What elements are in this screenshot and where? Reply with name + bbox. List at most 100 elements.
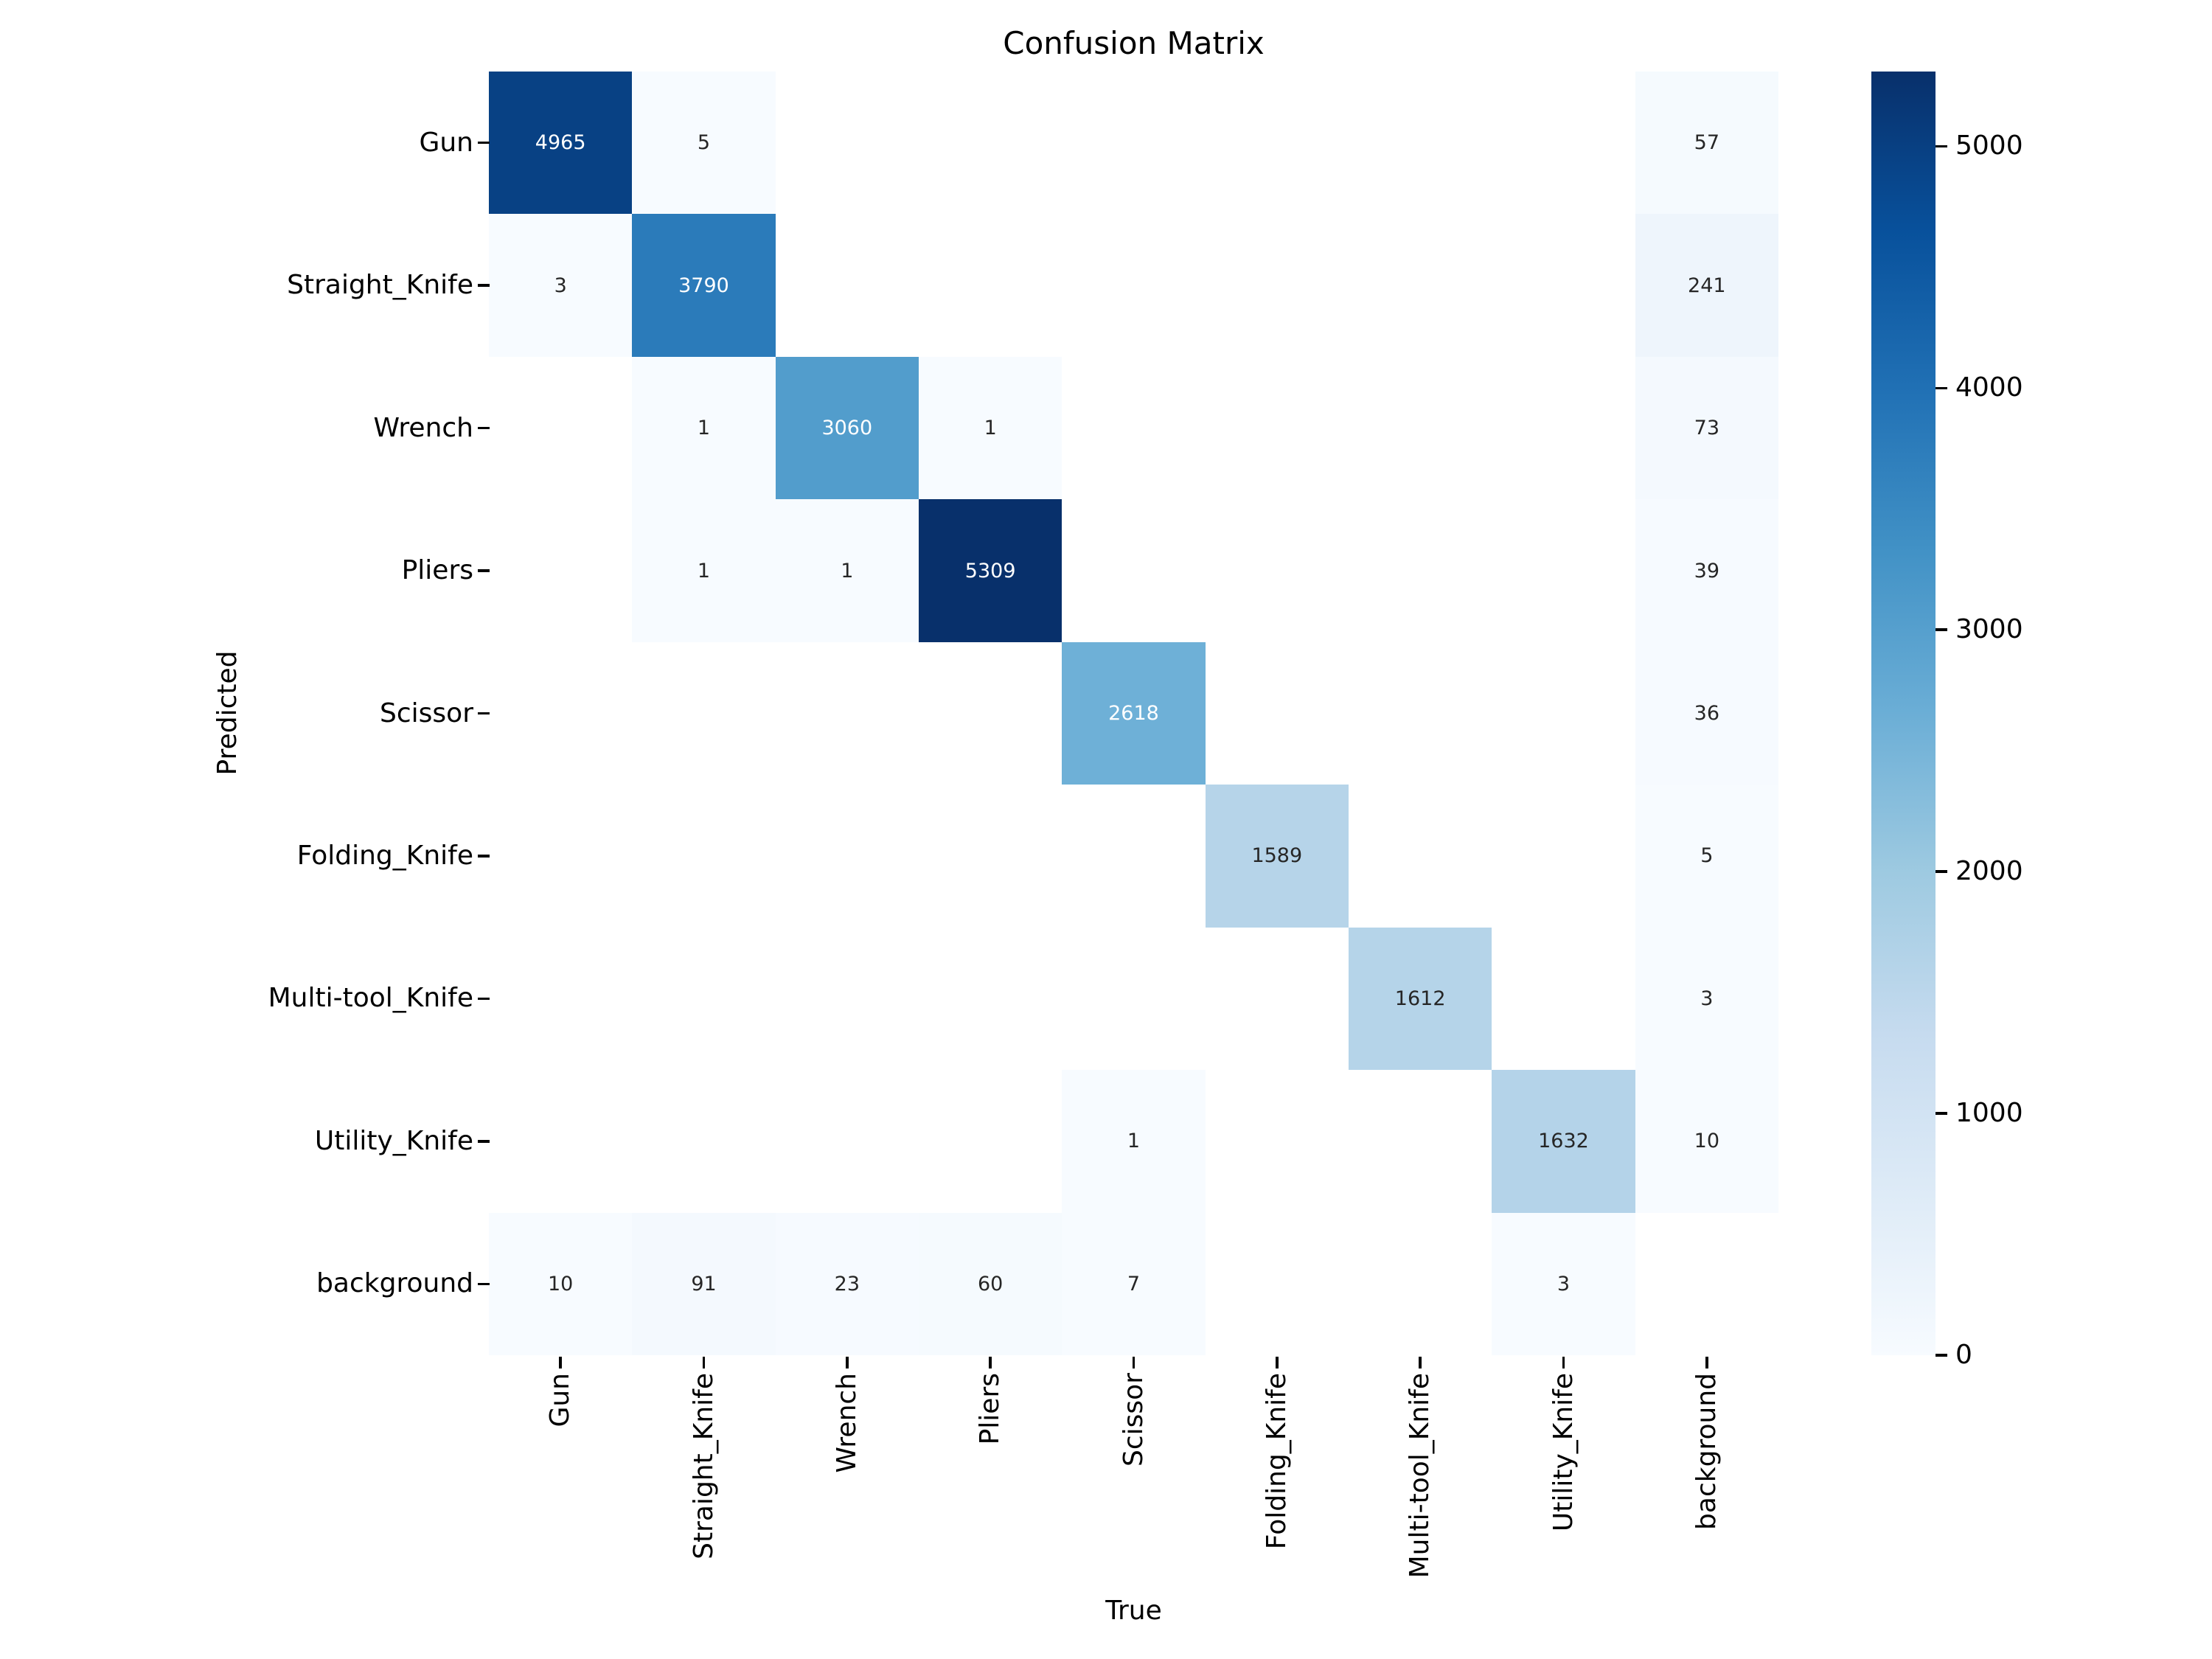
x-tick-label: Utility_Knife — [1548, 1373, 1709, 1531]
matrix-cell — [775, 927, 919, 1071]
heatmap-grid: 4965 5 57 3 3790 241 1 3060 1 73 1 1 5309 39 2618 36 158… — [489, 72, 1778, 1355]
colorbar-tick-mark — [1935, 628, 1947, 631]
colorbar-tick-mark — [1935, 386, 1947, 389]
cell-value: 1 — [697, 559, 711, 582]
matrix-cell: 10 — [1635, 1070, 1778, 1213]
cell-value: 5309 — [964, 559, 1016, 582]
matrix-cell — [918, 72, 1062, 215]
matrix-cell — [1062, 356, 1206, 500]
matrix-cell — [918, 1070, 1062, 1213]
cell-value: 1 — [697, 417, 711, 440]
cell-value: 1 — [1127, 1130, 1141, 1153]
matrix-cell — [1492, 785, 1635, 928]
matrix-cell: 91 — [632, 1212, 776, 1355]
cell-value: 10 — [1694, 1130, 1719, 1153]
cell-value: 5 — [1700, 844, 1714, 868]
matrix-cell — [1348, 72, 1492, 215]
y-tick-label: Pliers — [401, 555, 473, 586]
matrix-cell — [1062, 785, 1206, 928]
y-tick-mark — [478, 569, 490, 572]
x-tick-label-text: Pliers — [975, 1373, 1006, 1445]
matrix-cell — [1348, 641, 1492, 785]
matrix-cell: 3 — [1492, 1212, 1635, 1355]
x-tick-mark — [1705, 1357, 1708, 1368]
cell-value: 3060 — [821, 417, 873, 440]
matrix-cell — [775, 1070, 919, 1213]
y-tick-mark — [478, 284, 490, 287]
matrix-cell — [1205, 641, 1349, 785]
colorbar-tick-label: 2000 — [1955, 856, 2023, 887]
cell-value: 2618 — [1108, 701, 1159, 725]
matrix-cell — [918, 785, 1062, 928]
x-tick-mark — [1562, 1357, 1565, 1368]
y-tick-label: Wrench — [373, 412, 473, 443]
matrix-cell — [1205, 1070, 1349, 1213]
cell-value: 39 — [1694, 559, 1719, 582]
colorbar-tick-label: 1000 — [1955, 1098, 2023, 1129]
matrix-cell — [1348, 1212, 1492, 1355]
x-tick-mark — [1276, 1357, 1279, 1368]
cell-value: 36 — [1694, 701, 1719, 725]
chart-title: Confusion Matrix — [1003, 25, 1265, 61]
y-tick-mark — [478, 855, 490, 858]
x-tick-label-text: Straight_Knife — [688, 1373, 719, 1559]
cell-value: 3 — [554, 274, 567, 297]
y-tick-mark — [478, 1282, 490, 1286]
colorbar-tick-mark — [1935, 870, 1947, 873]
matrix-cell — [775, 72, 919, 215]
matrix-cell: 73 — [1635, 356, 1778, 500]
colorbar-tick-label: 0 — [1955, 1340, 1972, 1370]
matrix-cell — [1205, 499, 1349, 642]
x-tick-label: Pliers — [975, 1373, 1048, 1444]
matrix-cell — [918, 641, 1062, 785]
cell-value: 57 — [1694, 131, 1719, 155]
cell-value: 5 — [697, 131, 711, 155]
cell-value: 1589 — [1251, 844, 1303, 868]
cell-value: 241 — [1688, 274, 1726, 297]
x-tick-mark — [559, 1357, 562, 1368]
cell-value: 1632 — [1538, 1130, 1589, 1153]
cell-value: 1612 — [1394, 987, 1446, 1010]
colorbar-tick-mark — [1935, 145, 1947, 148]
cell-value: 23 — [834, 1272, 860, 1295]
matrix-cell — [632, 927, 776, 1071]
cell-value: 91 — [691, 1272, 717, 1295]
y-tick-mark — [478, 426, 490, 430]
matrix-cell: 1589 — [1205, 785, 1349, 928]
x-tick-label-text: Scissor — [1118, 1373, 1149, 1467]
matrix-cell — [1062, 927, 1206, 1071]
y-tick-label: background — [316, 1268, 473, 1299]
x-tick-mark — [702, 1357, 706, 1368]
y-tick-mark — [478, 997, 490, 1001]
cell-value: 1 — [984, 417, 997, 440]
x-tick-label-text: Folding_Knife — [1261, 1373, 1292, 1550]
matrix-cell — [1635, 1212, 1778, 1355]
matrix-cell: 36 — [1635, 641, 1778, 785]
x-tick-mark — [989, 1357, 992, 1368]
y-tick-mark — [478, 712, 490, 715]
x-tick-label-text: Multi-tool_Knife — [1405, 1373, 1436, 1579]
matrix-cell: 57 — [1635, 72, 1778, 215]
matrix-cell — [775, 214, 919, 357]
matrix-cell: 1 — [918, 356, 1062, 500]
matrix-cell — [1492, 927, 1635, 1071]
matrix-cell: 5309 — [918, 499, 1062, 642]
matrix-cell: 3 — [1635, 927, 1778, 1071]
matrix-cell: 10 — [489, 1212, 633, 1355]
matrix-cell: 3790 — [632, 214, 776, 357]
matrix-cell — [918, 927, 1062, 1071]
matrix-cell — [1205, 72, 1349, 215]
x-axis-label: True — [1105, 1596, 1162, 1626]
cell-value: 7 — [1127, 1272, 1141, 1295]
cell-value: 10 — [547, 1272, 574, 1295]
colorbar-tick-label: 5000 — [1955, 131, 2023, 161]
y-tick-label: Gun — [419, 127, 473, 158]
matrix-cell: 7 — [1062, 1212, 1206, 1355]
matrix-cell — [1492, 214, 1635, 357]
x-tick-label: Gun — [545, 1373, 602, 1427]
x-tick-mark — [846, 1357, 849, 1368]
colorbar-tick-mark — [1935, 1354, 1947, 1357]
matrix-cell — [1492, 356, 1635, 500]
x-tick-label: Wrench — [832, 1373, 934, 1473]
